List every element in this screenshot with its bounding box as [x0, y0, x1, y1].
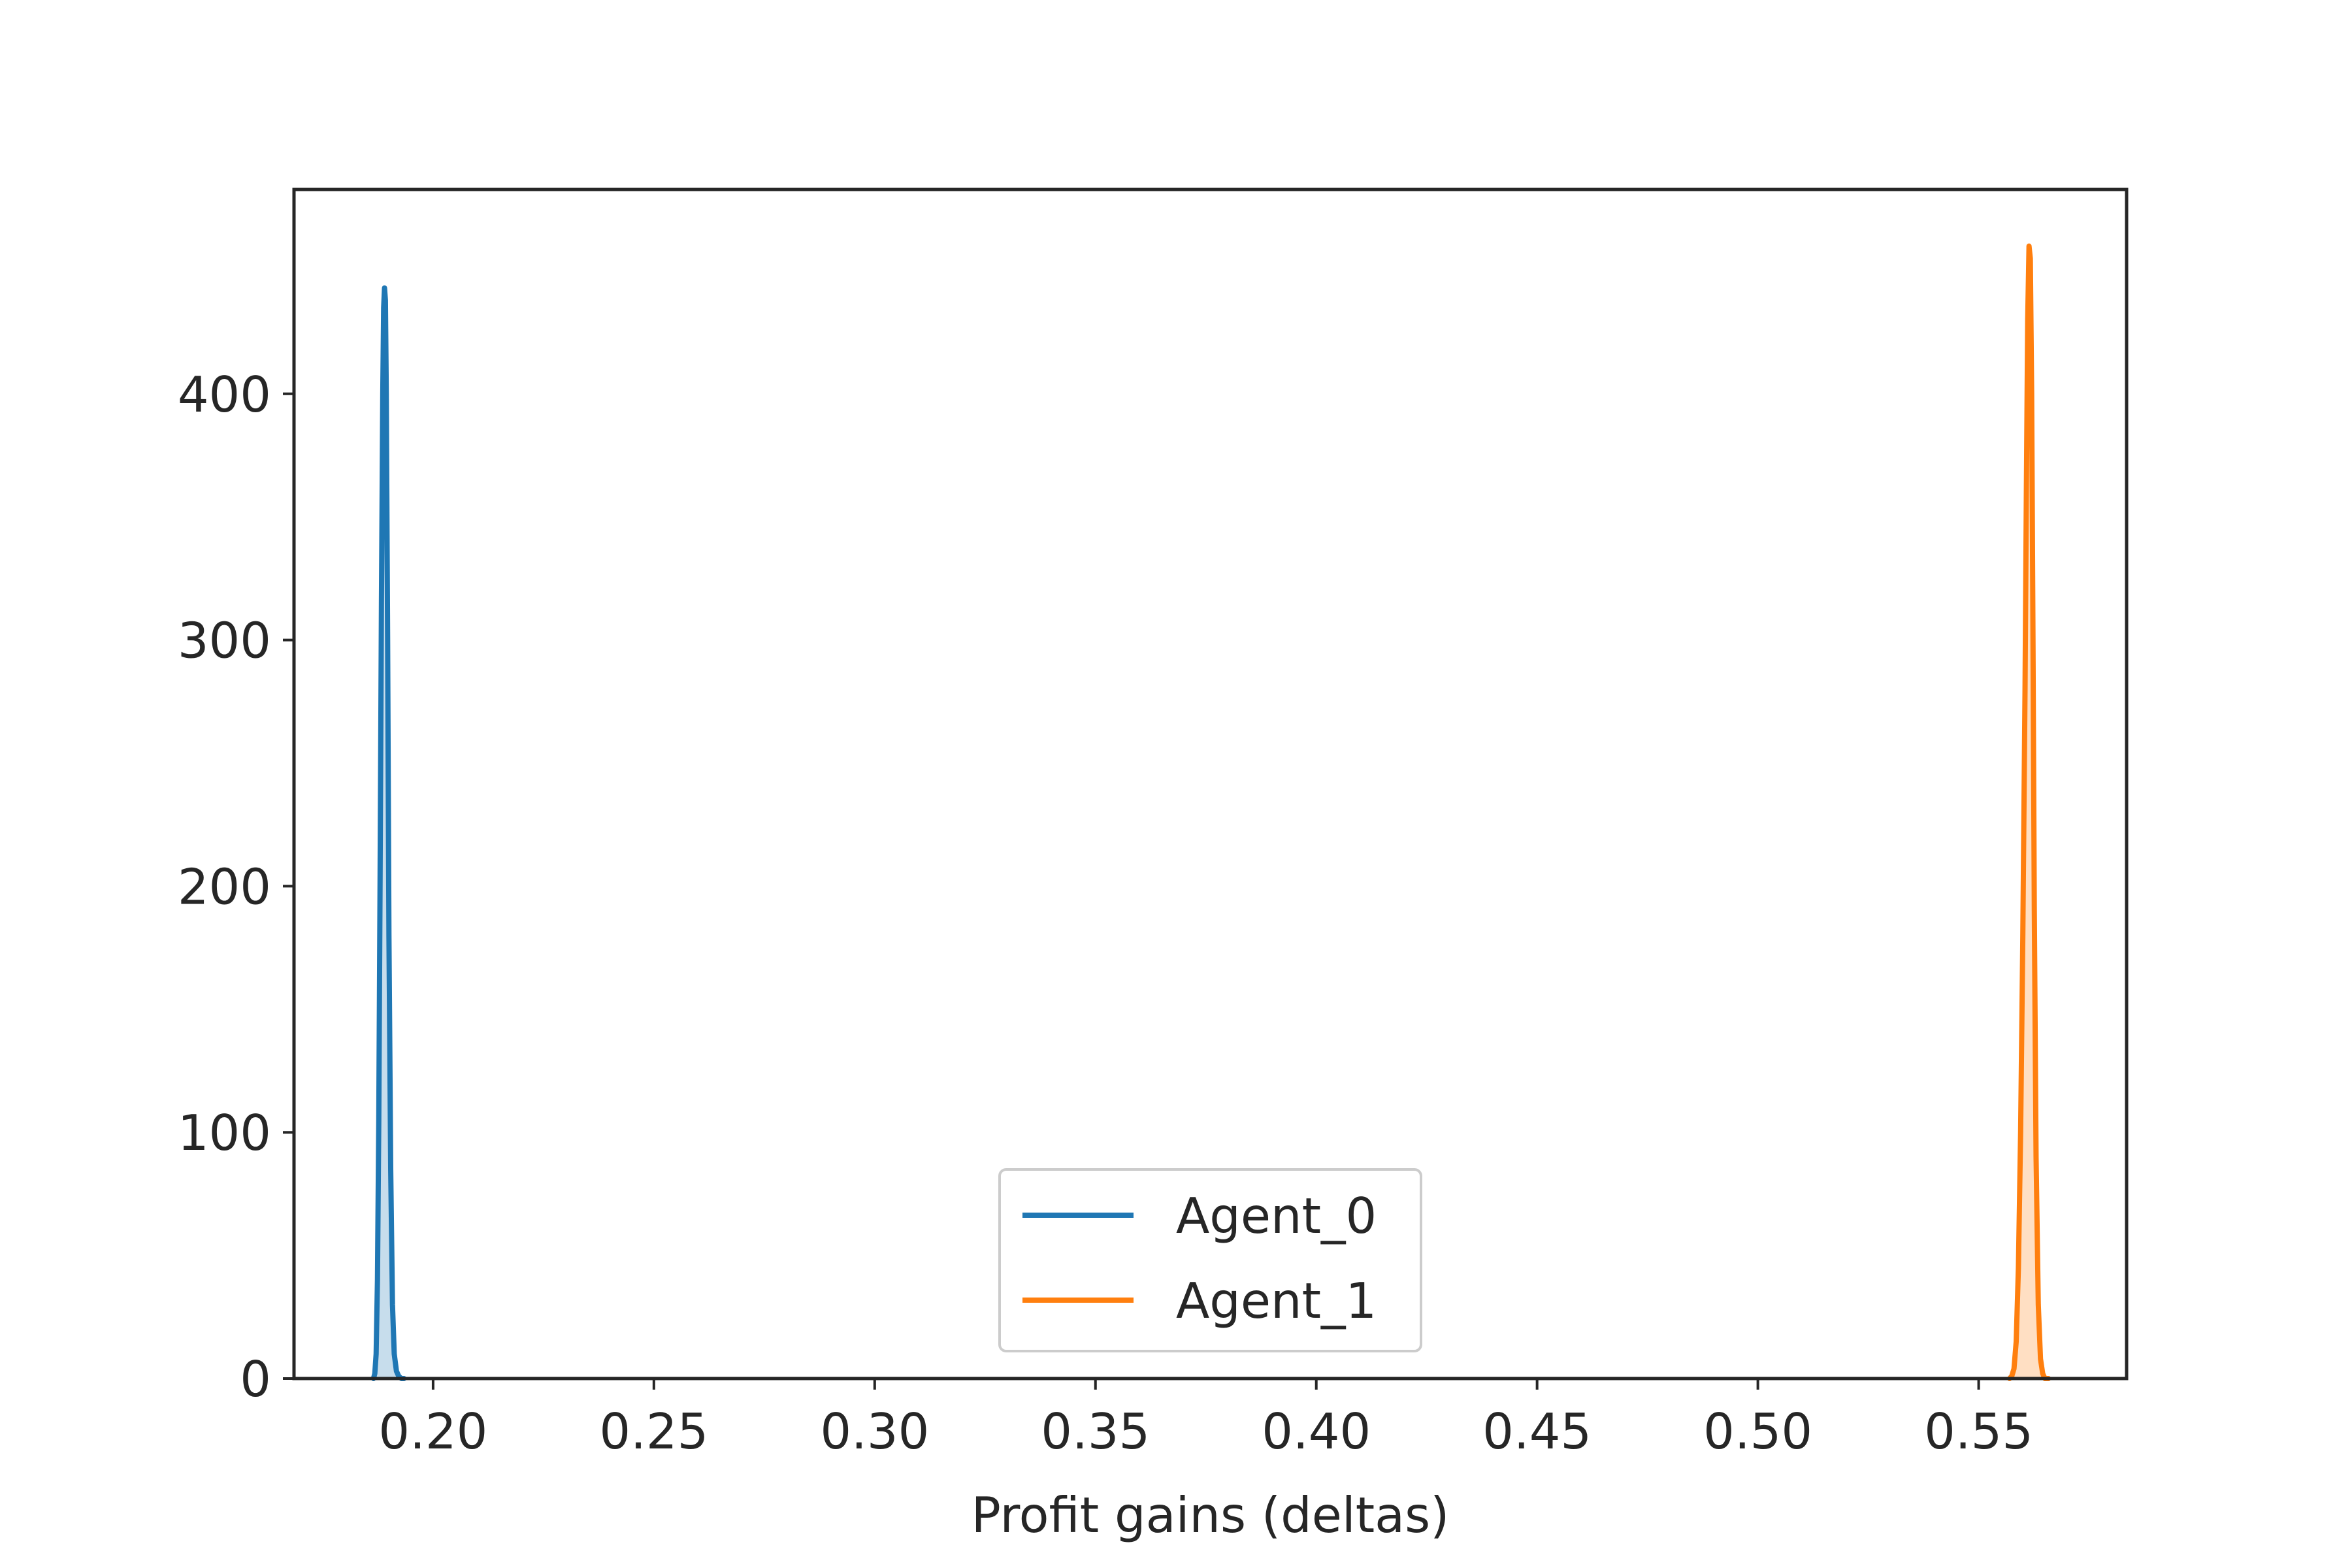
- legend-label-agent-1: Agent_1: [1176, 1272, 1377, 1330]
- x-tick-label: 0.50: [1703, 1403, 1812, 1460]
- density-line-agent-1: [2006, 243, 2051, 1381]
- legend-label-agent-0: Agent_0: [1176, 1187, 1377, 1245]
- legend: Agent_0 Agent_1: [998, 1168, 1422, 1352]
- density-lines: [370, 243, 2051, 1381]
- plot-frame: [292, 188, 2129, 1380]
- x-tick-label: 0.55: [1924, 1403, 2033, 1460]
- x-tick-label: 0.35: [1041, 1403, 1150, 1460]
- y-tick-label: 400: [178, 366, 271, 423]
- density-line-agent-0: [370, 285, 407, 1381]
- x-tick-label: 0.45: [1482, 1403, 1592, 1460]
- density-fill-agent-1: [2009, 246, 2049, 1379]
- x-tick-label: 0.30: [820, 1403, 929, 1460]
- y-tick-label: 200: [178, 858, 271, 915]
- y-tick-label: 0: [240, 1350, 271, 1408]
- x-tick-label: 0.20: [378, 1403, 487, 1460]
- x-tick-label: 0.25: [599, 1403, 708, 1460]
- x-axis-label: Profit gains (deltas): [972, 1486, 1450, 1544]
- y-axis-ticks: 0 100 200 300 400: [178, 366, 294, 1408]
- x-axis-ticks: 0.20 0.25 0.30 0.35 0.40 0.45 0.50 0.55: [378, 1379, 2033, 1460]
- y-tick-label: 300: [178, 612, 271, 670]
- y-tick-label: 100: [178, 1104, 271, 1162]
- x-tick-label: 0.40: [1262, 1403, 1371, 1460]
